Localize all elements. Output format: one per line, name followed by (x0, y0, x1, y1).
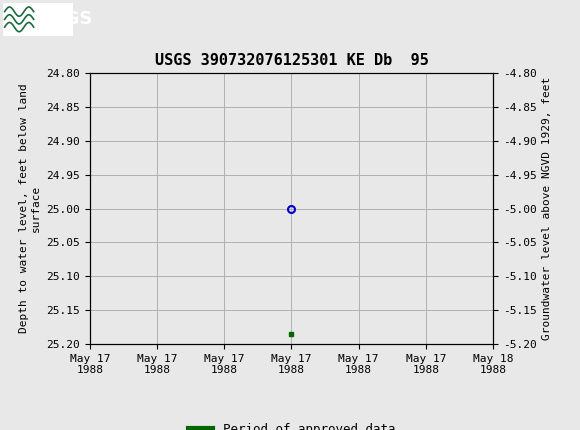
Y-axis label: Groundwater level above NGVD 1929, feet: Groundwater level above NGVD 1929, feet (542, 77, 552, 340)
Y-axis label: Depth to water level, feet below land
surface: Depth to water level, feet below land su… (19, 84, 41, 333)
Text: USGS: USGS (38, 10, 93, 28)
Bar (3, 3, 72, 36)
Legend: Period of approved data: Period of approved data (183, 418, 400, 430)
Title: USGS 390732076125301 KE Db  95: USGS 390732076125301 KE Db 95 (155, 53, 428, 68)
